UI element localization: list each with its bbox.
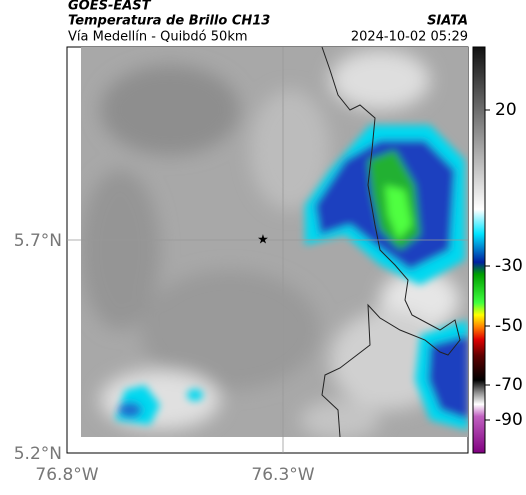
- source-label: GOES-EAST: [68, 0, 152, 14]
- lon-label: 76.3°W: [251, 465, 314, 485]
- lat-label: 5.2°N: [14, 444, 62, 464]
- timestamp: 2024-10-02 05:29: [351, 30, 468, 45]
- title: Temperatura de Brillo CH13: [68, 14, 270, 29]
- colorbar-label: -90: [495, 410, 523, 430]
- satellite-image: [81, 47, 468, 437]
- colorbar-label: -50: [495, 316, 523, 336]
- colorbar-label: 20: [495, 100, 517, 120]
- city-marker: ★: [257, 233, 269, 248]
- agency-label: SIATA: [427, 14, 468, 29]
- colorbar-label: -70: [495, 375, 523, 395]
- lon-label: 76.8°W: [35, 465, 98, 485]
- lat-label: 5.7°N: [14, 231, 62, 251]
- colorbar: [472, 46, 486, 454]
- subtitle: Vía Medellín - Quibdó 50km: [68, 30, 248, 45]
- colorbar-label: -30: [495, 256, 523, 276]
